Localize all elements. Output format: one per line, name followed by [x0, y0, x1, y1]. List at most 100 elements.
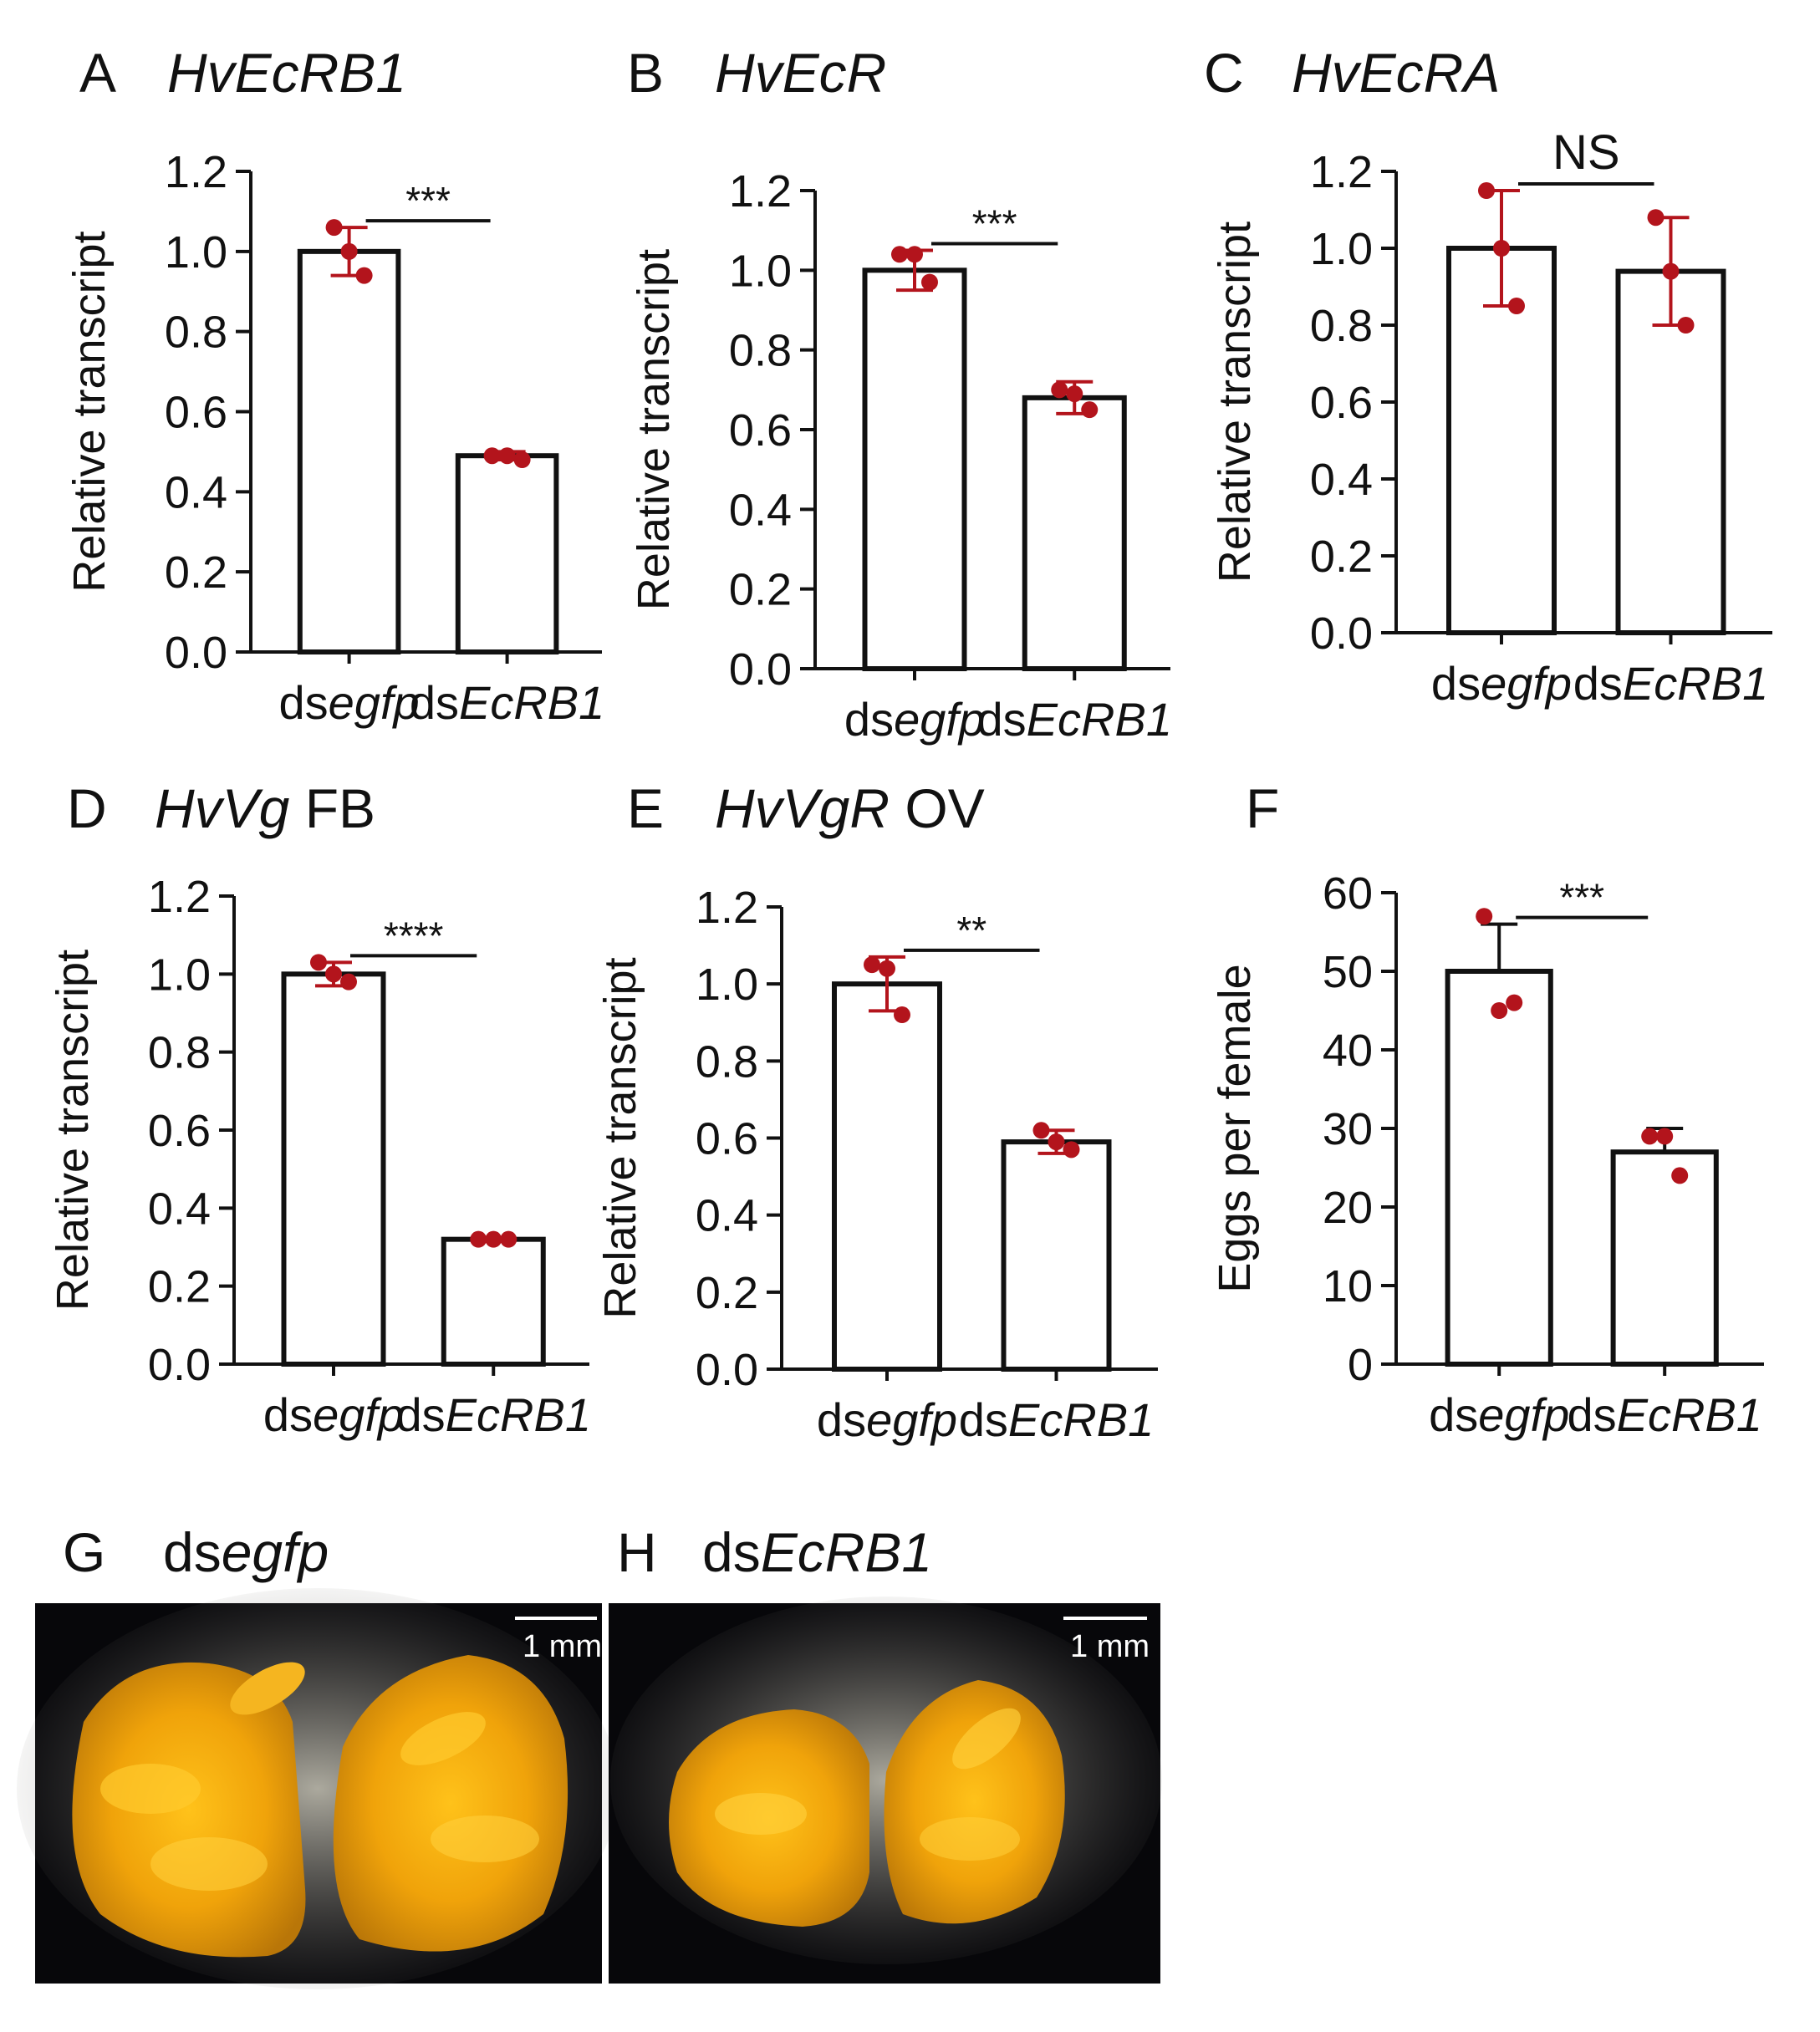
- significance-label: **: [956, 909, 986, 952]
- photo-panel-g: G dsegfp 1 mm: [17, 1521, 619, 1989]
- x-tick-label: dsEcRB1: [396, 1388, 591, 1441]
- y-tick-label: 20: [1323, 1183, 1373, 1233]
- x-tick-label: dsegfp: [1431, 657, 1572, 710]
- bar: [1001, 1139, 1112, 1372]
- y-tick-label: 0.0: [696, 1345, 758, 1395]
- y-tick-label: 0.6: [1310, 378, 1373, 428]
- data-point: [1647, 209, 1665, 227]
- y-tick-label: 0.4: [148, 1184, 211, 1234]
- y-tick-label: 0.8: [729, 326, 792, 376]
- y-tick-label: 50: [1323, 947, 1373, 997]
- photo-panel-title: dsEcRB1: [702, 1521, 932, 1583]
- panel-letter: F: [1246, 777, 1279, 839]
- y-tick-label: 1.2: [148, 872, 211, 922]
- chart-panel-b: B HvEcR 0.0 0.2 0.4 0.6 0.8 1.0 1.2 Relative tran…: [627, 42, 1172, 746]
- data-point: [513, 451, 531, 468]
- panel-letter: D: [67, 777, 107, 839]
- x-tick-label: dsegfp: [1429, 1388, 1569, 1441]
- panel-letter: B: [627, 42, 664, 104]
- y-axis-label: Relative transcript: [1210, 222, 1260, 583]
- data-point: [1671, 1167, 1689, 1184]
- x-tick-label: dsEcRB1: [410, 676, 604, 729]
- data-point: [1032, 1122, 1050, 1139]
- data-point: [325, 965, 342, 983]
- data-point: [1081, 401, 1099, 419]
- photo-panel-title: dsegfp: [163, 1521, 329, 1583]
- y-tick-label: 1.2: [1310, 147, 1373, 197]
- bar: [862, 267, 967, 671]
- y-tick-label: 0.4: [729, 485, 792, 535]
- y-tick-label: 40: [1323, 1026, 1373, 1076]
- data-point: [894, 1006, 910, 1024]
- significance-label: ***: [972, 202, 1017, 246]
- y-tick-label: 0.2: [729, 565, 792, 615]
- significance-label: NS: [1552, 125, 1620, 180]
- x-tick-label: dsEcRB1: [959, 1393, 1154, 1446]
- y-tick-label: 1.2: [696, 883, 758, 933]
- chart-panel-a: A HvEcRB1 0.0 0.2 0.4 0.6 0.8 1.0 1.2 Relative tr…: [64, 42, 604, 729]
- data-point: [1508, 298, 1525, 314]
- data-point: [1048, 1133, 1065, 1151]
- y-tick-label: 1.2: [729, 166, 792, 216]
- gene-title: HvVgR OV: [715, 777, 985, 839]
- y-tick-label: 0.8: [1310, 301, 1373, 351]
- chart-panel-e: E HvVgR OV 0.0 0.2 0.4 0.6 0.8 1.0 1.2 Relative t…: [595, 777, 1158, 1446]
- y-tick-label: 30: [1323, 1104, 1373, 1154]
- y-tick-label: 0.2: [696, 1268, 758, 1318]
- ovary-right: [884, 1680, 1065, 1924]
- data-point: [1493, 240, 1510, 257]
- y-tick-label: 1.0: [1310, 224, 1373, 274]
- panel-letter: E: [627, 777, 664, 839]
- panel-letter: A: [79, 42, 116, 104]
- y-tick-label: 0.2: [165, 547, 227, 598]
- y-axis-label: Relative transcript: [629, 249, 679, 610]
- chart-panel-f: F 0 10 20 30 40 50 60 Eggs per female dsegfpdsEcR…: [1210, 777, 1764, 1441]
- bar: [441, 1236, 546, 1367]
- y-tick-label: 0.2: [1310, 532, 1373, 582]
- photo-panel-letter: H: [617, 1521, 657, 1583]
- bar: [1022, 395, 1127, 671]
- significance-label: ***: [1559, 876, 1604, 919]
- ovary-left: [72, 1662, 306, 1958]
- data-point: [340, 973, 357, 991]
- data-point: [340, 242, 358, 260]
- bar: [455, 453, 559, 654]
- data-point: [325, 219, 343, 237]
- data-point: [921, 273, 938, 291]
- y-tick-label: 1.0: [148, 950, 211, 1000]
- charts: A HvEcRB1 0.0 0.2 0.4 0.6 0.8 1.0 1.2 Relative tr…: [48, 42, 1772, 1446]
- photo-panel-h: H dsEcRB1 1 mm: [609, 1521, 1162, 1984]
- data-point: [1066, 385, 1083, 403]
- y-tick-label: 0.0: [729, 644, 792, 695]
- bar: [281, 971, 386, 1367]
- y-tick-label: 0.8: [696, 1036, 758, 1087]
- data-point: [1506, 994, 1523, 1011]
- y-tick-label: 0.0: [148, 1340, 211, 1390]
- x-tick-label: dsEcRB1: [1567, 1388, 1761, 1441]
- data-point: [1051, 381, 1068, 399]
- data-point: [879, 960, 895, 977]
- y-axis-label: Eggs per female: [1210, 964, 1260, 1292]
- data-point: [498, 447, 516, 465]
- chart-panel-c: C HvEcRA 0.0 0.2 0.4 0.6 0.8 1.0 1.2 Relative tra…: [1204, 42, 1772, 710]
- panel-letter: C: [1204, 42, 1244, 104]
- data-point: [1476, 908, 1493, 925]
- data-point: [1491, 1002, 1508, 1019]
- data-point: [1063, 1141, 1080, 1159]
- y-tick-label: 1.0: [165, 227, 227, 278]
- data-point: [483, 447, 501, 465]
- y-tick-label: 0: [1348, 1340, 1373, 1390]
- data-point: [1656, 1128, 1674, 1145]
- data-point: [1478, 182, 1495, 199]
- x-tick-label: dsegfp: [817, 1393, 957, 1446]
- y-tick-label: 0.6: [148, 1106, 211, 1156]
- y-tick-label: 0.0: [1310, 609, 1373, 659]
- gene-title: HvEcR: [715, 42, 886, 104]
- data-point: [891, 246, 908, 263]
- bar: [832, 981, 942, 1372]
- data-point: [310, 954, 327, 971]
- gene-title: HvEcRB1: [167, 42, 406, 104]
- chart-panel-d: D HvVg FB 0.0 0.2 0.4 0.6 0.8 1.0 1.2 Relative tr…: [48, 777, 591, 1441]
- x-tick-label: dsegfp: [263, 1388, 404, 1441]
